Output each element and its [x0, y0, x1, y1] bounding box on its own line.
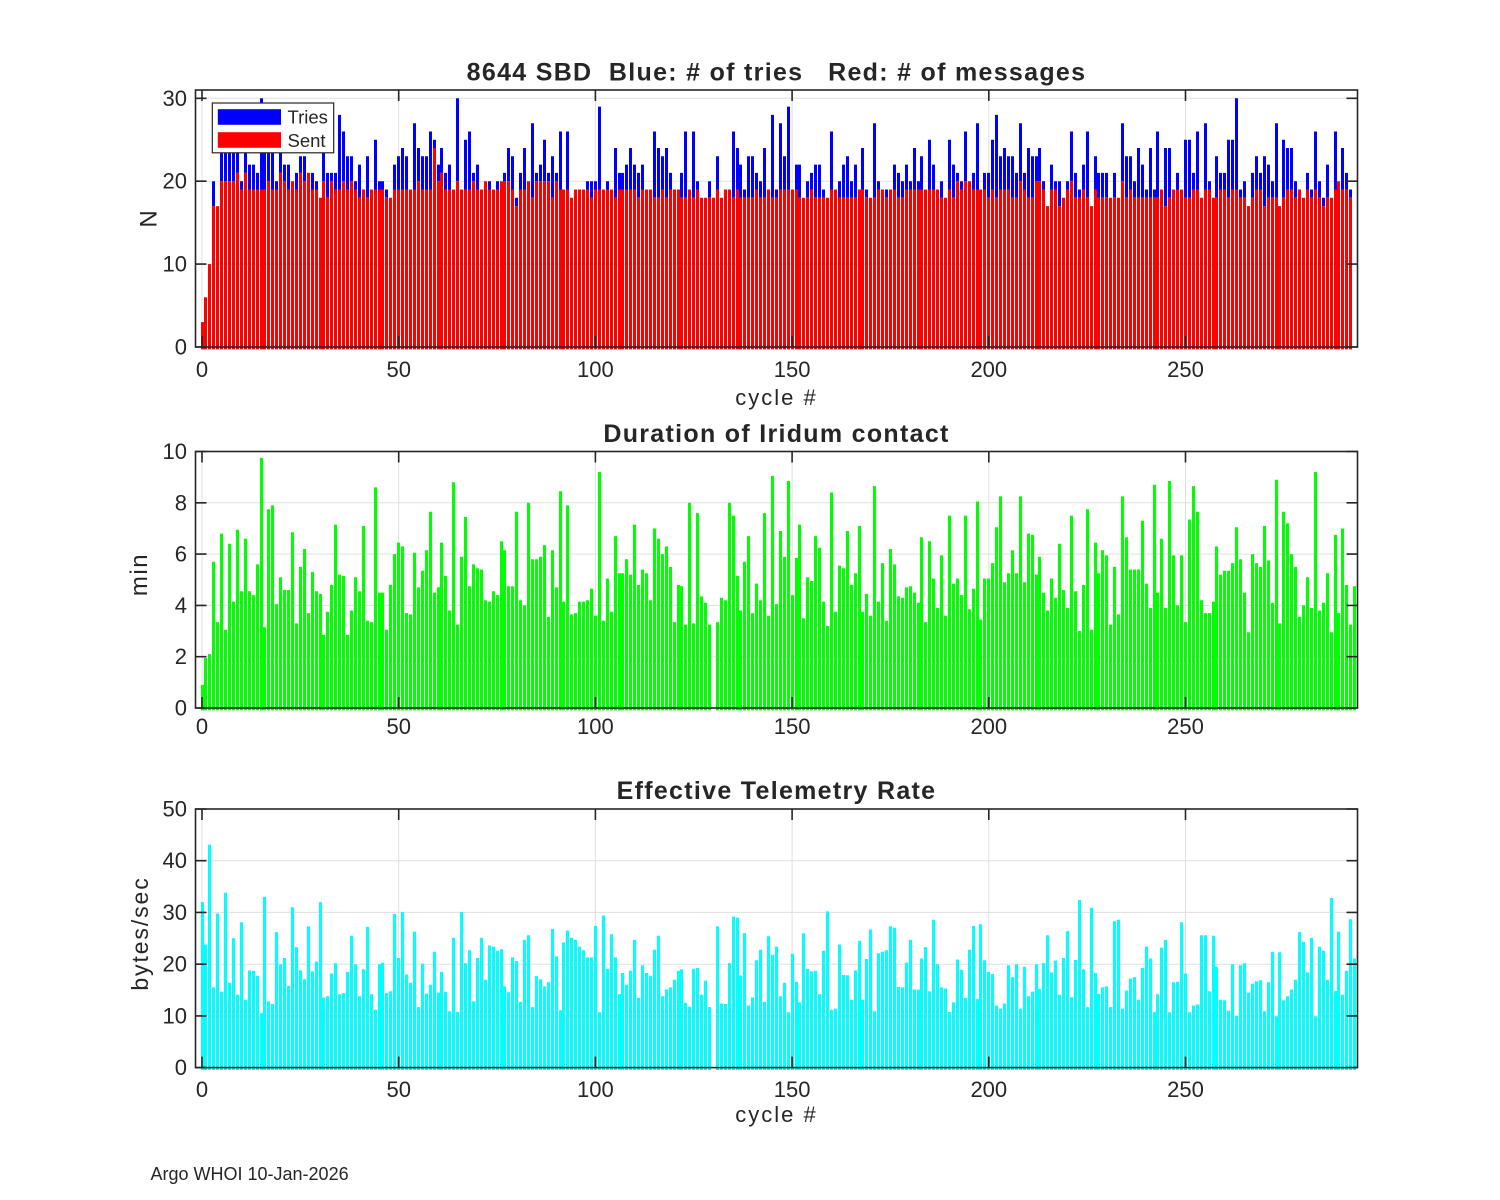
svg-text:100: 100 [577, 714, 614, 739]
svg-text:N: N [136, 210, 163, 227]
svg-text:250: 250 [1167, 357, 1204, 382]
svg-text:4: 4 [175, 593, 187, 618]
svg-text:bytes/sec: bytes/sec [127, 876, 153, 990]
svg-text:150: 150 [774, 1077, 811, 1102]
svg-text:150: 150 [774, 714, 811, 739]
svg-text:50: 50 [386, 357, 410, 382]
svg-text:2: 2 [175, 644, 187, 669]
svg-text:200: 200 [970, 1077, 1007, 1102]
svg-text:Duration of Iridum contact: Duration of Iridum contact [603, 420, 949, 448]
svg-text:100: 100 [577, 357, 614, 382]
svg-text:30: 30 [163, 900, 187, 925]
svg-text:50: 50 [386, 1077, 410, 1102]
svg-text:10: 10 [163, 439, 187, 464]
svg-text:6: 6 [175, 542, 187, 567]
svg-text:0: 0 [175, 335, 187, 360]
svg-text:min: min [126, 553, 153, 596]
svg-text:40: 40 [163, 848, 187, 873]
svg-text:Tries: Tries [288, 107, 328, 128]
svg-text:50: 50 [163, 797, 187, 822]
svg-text:0: 0 [175, 1055, 187, 1080]
svg-text:100: 100 [577, 1077, 614, 1102]
svg-text:0: 0 [175, 696, 187, 721]
svg-text:8: 8 [175, 490, 187, 515]
svg-text:50: 50 [386, 714, 410, 739]
svg-text:150: 150 [774, 357, 811, 382]
svg-text:0: 0 [196, 1077, 208, 1102]
svg-text:250: 250 [1167, 714, 1204, 739]
svg-text:10: 10 [163, 1003, 187, 1028]
svg-text:cycle #: cycle # [735, 385, 817, 410]
svg-text:Argo WHOI 10-Jan-2026: Argo WHOI 10-Jan-2026 [151, 1164, 349, 1184]
svg-text:Effective Telemetry Rate: Effective Telemetry Rate [617, 777, 937, 805]
svg-text:8644 SBD Blue: # of tries R: 8644 SBD Blue: # of tries Red: # of mess… [467, 59, 1087, 87]
svg-text:cycle #: cycle # [735, 1102, 817, 1127]
svg-text:200: 200 [970, 714, 1007, 739]
svg-text:0: 0 [196, 357, 208, 382]
svg-text:Sent: Sent [288, 130, 326, 151]
svg-text:20: 20 [163, 952, 187, 977]
svg-text:200: 200 [970, 357, 1007, 382]
svg-text:30: 30 [163, 86, 187, 111]
svg-text:0: 0 [196, 714, 208, 739]
svg-text:250: 250 [1167, 1077, 1204, 1102]
svg-text:20: 20 [163, 169, 187, 194]
svg-text:10: 10 [163, 252, 187, 277]
